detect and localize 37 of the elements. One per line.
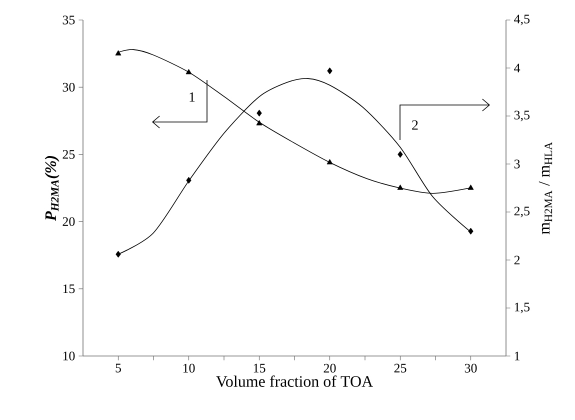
point xyxy=(186,176,192,184)
point xyxy=(116,250,121,258)
annotation: 2 xyxy=(412,120,418,130)
point xyxy=(186,69,192,74)
y-tick-label: 30 xyxy=(62,82,75,92)
y2-axis-title: m$_{H2MA}$ / m$_{HLA}$ xyxy=(538,142,552,234)
y2-tick-label: 4,5 xyxy=(514,14,530,26)
y2-tick-label: 1,5 xyxy=(514,302,530,314)
y-tick-label: 20 xyxy=(62,217,75,226)
x-tick-label: 5 xyxy=(116,364,121,372)
point xyxy=(468,184,474,190)
point xyxy=(326,159,333,164)
y-axis-title: P$_{H2MA}$(%) xyxy=(44,156,60,221)
y2-tick-label: 4 xyxy=(514,64,520,72)
annotation: 1 xyxy=(190,92,195,102)
point xyxy=(397,184,404,190)
y2-tick-label: 2,5 xyxy=(514,206,530,218)
point xyxy=(256,120,262,126)
x-tick-label: 10 xyxy=(183,364,195,373)
x-tick-label: 25 xyxy=(394,364,406,373)
point xyxy=(468,228,474,235)
y2-tick-label: 2 xyxy=(514,256,520,264)
x-tick-label: 30 xyxy=(464,364,477,373)
x-axis-title: Volume fraction of TOA xyxy=(216,375,373,387)
y-tick-label: 10 xyxy=(63,352,75,360)
y2-tick-label: 3,5 xyxy=(514,110,530,122)
x-tick-label: 15 xyxy=(254,364,266,373)
y-tick-label: 15 xyxy=(63,284,75,294)
y-tick-label: 25 xyxy=(62,150,75,159)
x-tick-label: 20 xyxy=(324,364,336,373)
point xyxy=(327,67,332,74)
y-tick-label: 35 xyxy=(62,16,75,24)
point xyxy=(256,110,262,117)
point xyxy=(115,50,122,56)
y2-tick-label: 3 xyxy=(514,160,520,168)
point xyxy=(398,151,403,158)
y2-tick-label: 1 xyxy=(514,352,520,360)
